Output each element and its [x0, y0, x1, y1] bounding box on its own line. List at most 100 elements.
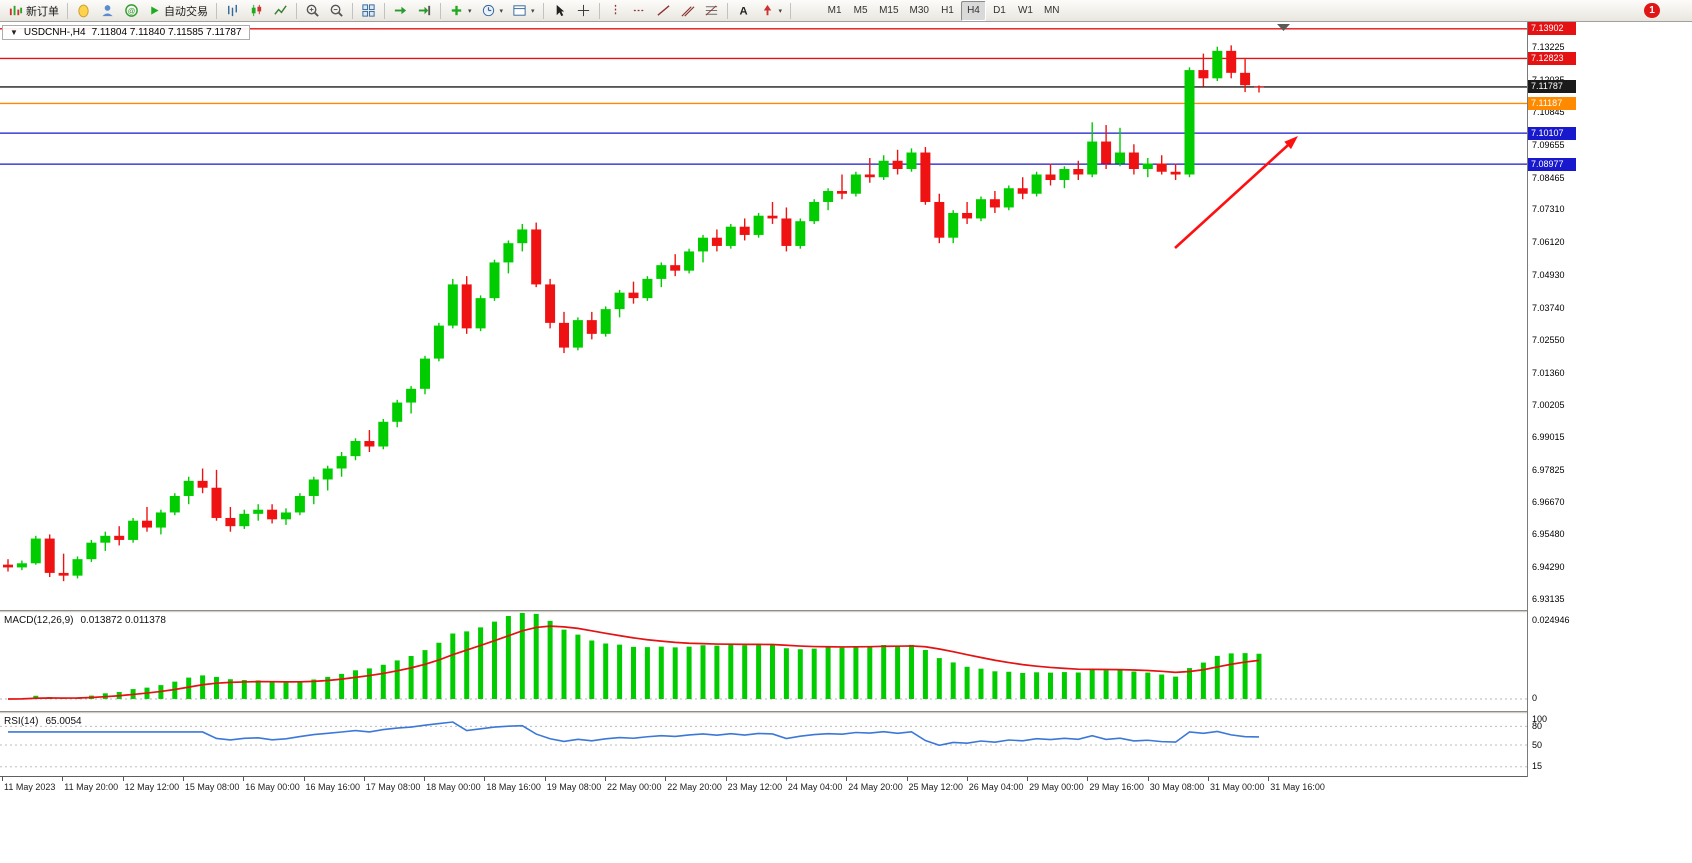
candle	[698, 237, 708, 252]
candle	[1254, 86, 1264, 88]
crosshair-icon	[577, 4, 589, 17]
candle	[322, 468, 333, 480]
candle	[572, 320, 583, 348]
ohlc-bars-button[interactable]	[221, 1, 244, 21]
periods-button[interactable]: ▾	[477, 1, 508, 21]
chevron-down-icon: ▾	[778, 7, 783, 15]
time-axis[interactable]: 11 May 2023 11 May 20:00 12 May 12:00 15 Ma…	[0, 776, 1692, 794]
macd-canvas[interactable]	[0, 613, 1527, 711]
time-tick	[182, 777, 184, 781]
new-order-button[interactable]: 新订单	[4, 1, 63, 21]
candle	[1198, 70, 1209, 79]
text-button[interactable]: A	[732, 1, 755, 21]
templates-button[interactable]: ▾	[508, 1, 539, 21]
zoom-out-button[interactable]	[325, 1, 348, 21]
candlestick-button[interactable]	[245, 1, 268, 21]
panel-divider[interactable]	[0, 711, 1692, 714]
toolbar-separator	[726, 2, 728, 19]
time-label: 22 May 00:00	[607, 782, 662, 792]
candle	[3, 564, 13, 568]
candle	[642, 278, 653, 299]
time-label: 24 May 04:00	[787, 782, 843, 792]
vertical-line-button[interactable]	[604, 1, 627, 21]
auto-scroll-button[interactable]	[389, 1, 412, 21]
price-tick-label: 7.08465	[1532, 172, 1565, 183]
timeframe-m15-button[interactable]: M15	[874, 1, 903, 21]
time-label: 24 May 20:00	[848, 782, 903, 792]
candle	[920, 152, 931, 202]
metaeditor-button[interactable]	[72, 1, 95, 21]
candle	[294, 495, 305, 513]
rsi-scale-label: 80	[1532, 720, 1543, 731]
chart-shift-marker[interactable]	[1277, 24, 1290, 31]
timeframe-m5-button[interactable]: M5	[848, 1, 873, 21]
candle	[1101, 141, 1112, 164]
candle	[1045, 174, 1056, 180]
rsi-line	[8, 721, 1260, 747]
timeframe-w1-button[interactable]: W1	[1013, 1, 1038, 21]
candle	[559, 322, 569, 348]
macd-scale-zero-label: 0	[1532, 693, 1538, 704]
community-button[interactable]: @	[120, 1, 143, 21]
price-level-badge: 7.08977	[1528, 157, 1576, 171]
panel-divider[interactable]	[0, 610, 1692, 613]
price-tick-label: 7.03740	[1532, 302, 1565, 313]
timeframe-mn-button[interactable]: MN	[1039, 1, 1065, 21]
chevron-down-icon: ▾	[468, 7, 472, 15]
crosshair-button[interactable]	[572, 1, 595, 21]
indicators-button[interactable]: ▾	[445, 1, 476, 21]
arrows-button[interactable]: ▾	[756, 1, 787, 21]
community-icon: @	[125, 4, 138, 17]
tile-windows-button[interactable]	[357, 1, 380, 21]
candle	[72, 559, 83, 576]
trend-arrow[interactable]	[1174, 140, 1293, 249]
time-tick	[1268, 777, 1270, 781]
channel-button[interactable]	[676, 1, 699, 21]
chart-ohlc-values: 7.11804 7.11840 7.11585 7.11787	[91, 27, 242, 38]
timeframe-toolbar: M1 M5 M15 M30 H1 H4 D1 W1 MN	[822, 0, 1065, 21]
ohlc-bars-icon	[228, 4, 237, 17]
time-tick	[1027, 777, 1029, 781]
zoom-in-button[interactable]	[301, 1, 324, 21]
candle	[142, 520, 152, 528]
profile-button[interactable]	[96, 1, 119, 21]
time-tick	[906, 777, 908, 781]
price-tick-label: 7.07310	[1532, 204, 1565, 215]
timeframe-h4-button[interactable]: H4	[960, 0, 986, 21]
one-click-trading-toggle[interactable]: ▼	[10, 28, 18, 37]
candle	[1003, 188, 1014, 208]
fibonacci-button[interactable]	[700, 1, 723, 21]
time-label: 17 May 08:00	[365, 782, 421, 792]
candle	[934, 201, 945, 238]
trendline-icon	[657, 5, 670, 16]
horizontal-line-button[interactable]	[628, 1, 651, 21]
rsi-scale-label: 100	[1532, 714, 1548, 724]
time-label: 31 May 16:00	[1270, 782, 1325, 792]
candle	[1226, 50, 1237, 73]
timeframe-d1-button[interactable]: D1	[987, 1, 1012, 21]
auto-trading-button[interactable]: 自动交易	[144, 1, 212, 21]
main-chart-canvas[interactable]	[0, 22, 1527, 610]
price-tick-label: 6.94290	[1532, 562, 1565, 573]
notification-badge[interactable]: 1	[1644, 3, 1660, 18]
price-level-badge: 7.13902	[1528, 22, 1576, 36]
candle	[767, 215, 778, 219]
time-label: 16 May 16:00	[305, 782, 361, 792]
price-axis[interactable]: 7.13225 7.12035 7.10845 7.09655 7.08465 7.073…	[1527, 22, 1692, 777]
line-chart-button[interactable]	[269, 1, 292, 21]
timeframe-h1-button[interactable]: H1	[935, 1, 960, 21]
time-label: 29 May 16:00	[1089, 782, 1144, 792]
toolbar-separator	[296, 2, 297, 19]
timeframe-m1-button[interactable]: M1	[822, 1, 847, 21]
cursor-button[interactable]	[548, 1, 571, 21]
price-level-badge: 7.11787	[1528, 80, 1576, 94]
rsi-canvas[interactable]	[0, 714, 1527, 776]
candle	[837, 190, 847, 194]
candle	[58, 572, 69, 576]
toolbar-separator	[384, 2, 385, 19]
trendline-button[interactable]	[652, 1, 675, 21]
chart-shift-button[interactable]	[413, 1, 436, 21]
candle	[461, 284, 472, 329]
timeframe-m30-button[interactable]: M30	[905, 1, 934, 21]
candle	[711, 237, 722, 246]
